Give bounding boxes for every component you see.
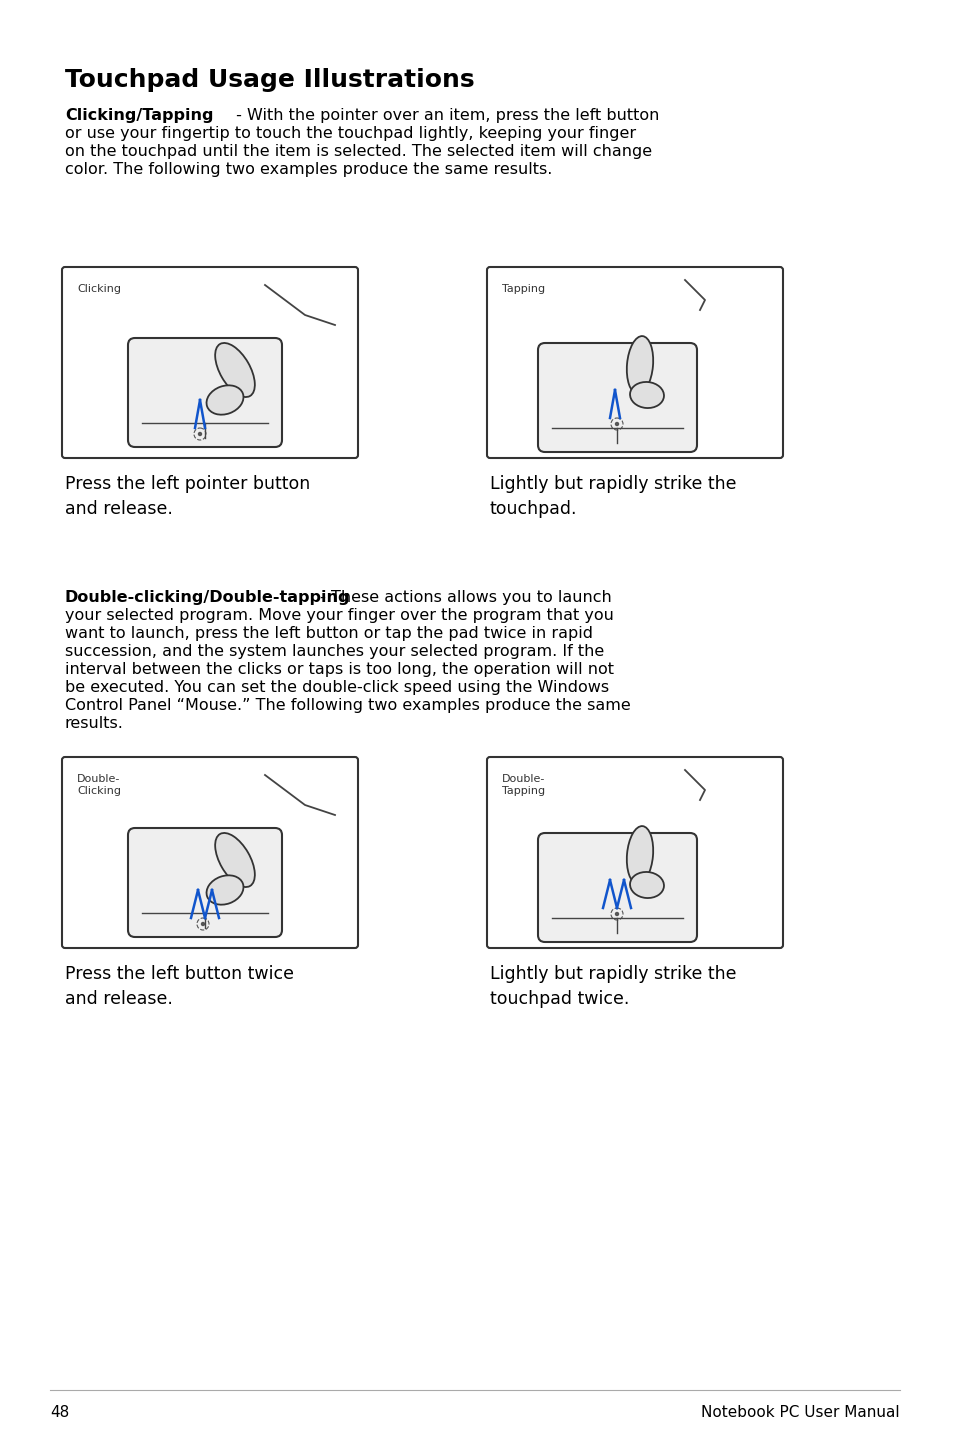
Text: - These actions allows you to launch: - These actions allows you to launch: [314, 590, 611, 605]
Text: Press the left button twice
and release.: Press the left button twice and release.: [65, 965, 294, 1008]
Text: results.: results.: [65, 716, 124, 731]
Circle shape: [615, 423, 618, 426]
Text: your selected program. Move your finger over the program that you: your selected program. Move your finger …: [65, 608, 613, 623]
Text: succession, and the system launches your selected program. If the: succession, and the system launches your…: [65, 644, 603, 659]
Text: Lightly but rapidly strike the
touchpad twice.: Lightly but rapidly strike the touchpad …: [490, 965, 736, 1008]
Ellipse shape: [215, 833, 254, 887]
Text: - With the pointer over an item, press the left button: - With the pointer over an item, press t…: [231, 108, 659, 124]
FancyBboxPatch shape: [486, 267, 782, 457]
Text: Clicking: Clicking: [77, 283, 121, 293]
FancyBboxPatch shape: [537, 344, 697, 452]
Text: Touchpad Usage Illustrations: Touchpad Usage Illustrations: [65, 68, 475, 92]
Text: want to launch, press the left button or tap the pad twice in rapid: want to launch, press the left button or…: [65, 626, 593, 641]
Text: or use your fingertip to touch the touchpad lightly, keeping your finger: or use your fingertip to touch the touch…: [65, 127, 636, 141]
Ellipse shape: [206, 876, 243, 905]
Text: Double-clicking/Double-tapping: Double-clicking/Double-tapping: [65, 590, 350, 605]
Ellipse shape: [626, 825, 653, 884]
Circle shape: [201, 923, 204, 926]
FancyBboxPatch shape: [128, 828, 282, 938]
Text: Double-
Tapping: Double- Tapping: [501, 774, 545, 795]
FancyBboxPatch shape: [128, 338, 282, 447]
FancyBboxPatch shape: [62, 267, 357, 457]
Text: interval between the clicks or taps is too long, the operation will not: interval between the clicks or taps is t…: [65, 661, 614, 677]
Text: Double-
Clicking: Double- Clicking: [77, 774, 121, 795]
Ellipse shape: [629, 871, 663, 899]
Circle shape: [198, 433, 201, 436]
FancyBboxPatch shape: [62, 756, 357, 948]
Ellipse shape: [626, 336, 653, 394]
Text: Clicking/Tapping: Clicking/Tapping: [65, 108, 213, 124]
Text: Tapping: Tapping: [501, 283, 544, 293]
Ellipse shape: [629, 383, 663, 408]
FancyBboxPatch shape: [537, 833, 697, 942]
Text: 48: 48: [50, 1405, 70, 1419]
Ellipse shape: [215, 342, 254, 397]
Text: Lightly but rapidly strike the
touchpad.: Lightly but rapidly strike the touchpad.: [490, 475, 736, 518]
Circle shape: [615, 913, 618, 916]
Text: color. The following two examples produce the same results.: color. The following two examples produc…: [65, 162, 552, 177]
Text: be executed. You can set the double-click speed using the Windows: be executed. You can set the double-clic…: [65, 680, 608, 695]
Text: on the touchpad until the item is selected. The selected item will change: on the touchpad until the item is select…: [65, 144, 652, 160]
Text: Control Panel “Mouse.” The following two examples produce the same: Control Panel “Mouse.” The following two…: [65, 697, 630, 713]
Text: Press the left pointer button
and release.: Press the left pointer button and releas…: [65, 475, 310, 518]
Text: Notebook PC User Manual: Notebook PC User Manual: [700, 1405, 899, 1419]
FancyBboxPatch shape: [486, 756, 782, 948]
Ellipse shape: [206, 385, 243, 414]
